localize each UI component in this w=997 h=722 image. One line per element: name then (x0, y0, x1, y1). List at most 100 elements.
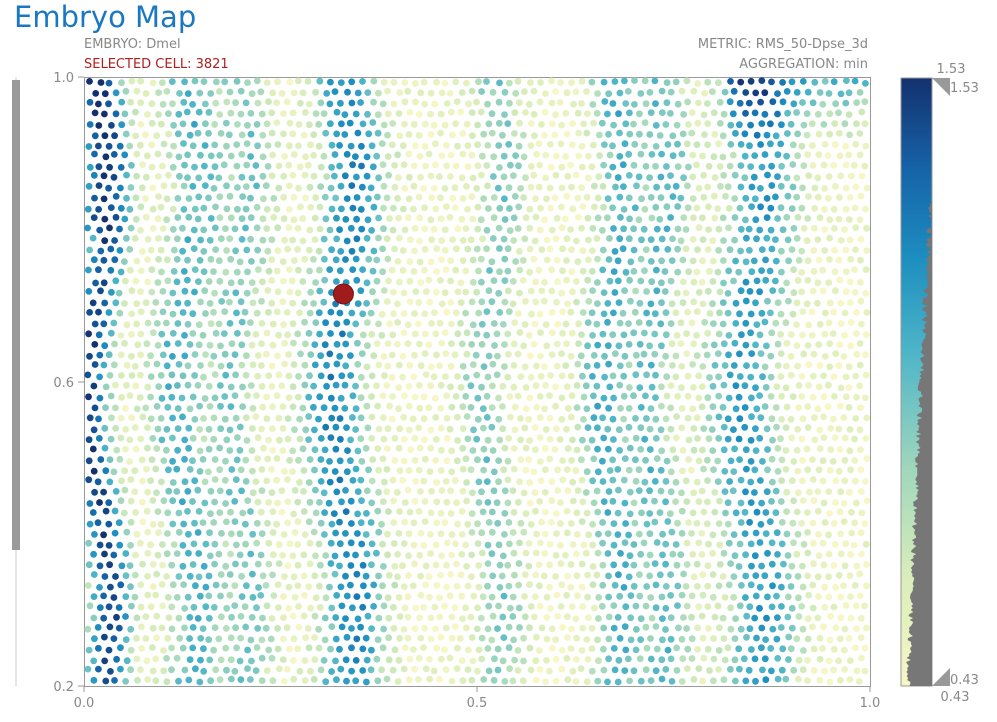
data-point[interactable] (306, 372, 313, 380)
data-point[interactable] (522, 405, 530, 413)
data-point[interactable] (409, 646, 417, 653)
data-point[interactable] (252, 413, 260, 421)
data-point[interactable] (400, 413, 408, 421)
data-point[interactable] (589, 581, 597, 588)
data-point[interactable] (810, 497, 818, 504)
data-point[interactable] (604, 509, 612, 516)
data-point[interactable] (572, 467, 580, 475)
data-point[interactable] (453, 309, 460, 317)
data-point[interactable] (667, 488, 675, 496)
data-point[interactable] (737, 287, 745, 295)
data-point[interactable] (295, 142, 302, 150)
data-point[interactable] (625, 573, 633, 581)
data-point[interactable] (798, 204, 806, 212)
data-point[interactable] (746, 518, 753, 526)
data-point[interactable] (464, 582, 472, 590)
data-point[interactable] (311, 572, 319, 580)
data-point[interactable] (426, 656, 433, 663)
data-point[interactable] (122, 572, 130, 580)
data-point[interactable] (784, 236, 792, 244)
data-point[interactable] (683, 77, 691, 85)
data-point[interactable] (155, 256, 163, 263)
data-point[interactable] (436, 613, 444, 621)
data-point[interactable] (601, 141, 608, 149)
data-point[interactable] (295, 456, 302, 464)
data-point[interactable] (404, 613, 412, 621)
data-point[interactable] (301, 381, 309, 389)
data-point[interactable] (259, 257, 267, 265)
data-point[interactable] (643, 371, 650, 379)
data-point[interactable] (401, 604, 409, 612)
data-point[interactable] (365, 466, 372, 474)
data-point[interactable] (154, 173, 162, 180)
data-point[interactable] (181, 332, 188, 339)
data-point[interactable] (716, 309, 723, 317)
data-point[interactable] (552, 235, 560, 243)
data-point[interactable] (91, 531, 98, 538)
data-point[interactable] (426, 530, 434, 538)
data-point[interactable] (433, 498, 441, 506)
data-point[interactable] (484, 499, 492, 506)
data-point[interactable] (264, 519, 271, 527)
data-point[interactable] (703, 520, 711, 528)
data-point[interactable] (222, 225, 229, 233)
data-point[interactable] (672, 455, 680, 462)
data-point[interactable] (390, 100, 398, 108)
data-point[interactable] (819, 645, 826, 652)
data-point[interactable] (620, 392, 628, 400)
data-point[interactable] (253, 77, 261, 85)
data-point[interactable] (453, 98, 461, 105)
data-point[interactable] (738, 331, 745, 339)
data-point[interactable] (543, 236, 551, 244)
data-point[interactable] (578, 142, 586, 150)
data-point[interactable] (488, 593, 496, 601)
data-point[interactable] (132, 277, 140, 285)
data-point[interactable] (715, 520, 723, 527)
data-point[interactable] (762, 256, 769, 264)
data-point[interactable] (380, 602, 388, 610)
data-point[interactable] (658, 150, 665, 158)
data-point[interactable] (519, 257, 527, 264)
data-point[interactable] (709, 593, 717, 601)
data-point[interactable] (621, 140, 629, 148)
data-point[interactable] (254, 246, 261, 254)
data-point[interactable] (814, 193, 822, 201)
data-point[interactable] (305, 518, 313, 526)
data-point[interactable] (494, 666, 502, 674)
data-point[interactable] (774, 551, 781, 558)
data-point[interactable] (793, 89, 801, 96)
data-point[interactable] (228, 675, 235, 683)
data-point[interactable] (100, 614, 108, 622)
data-point[interactable] (316, 604, 324, 611)
data-point[interactable] (139, 477, 146, 485)
data-point[interactable] (120, 509, 128, 517)
data-point[interactable] (563, 591, 571, 599)
data-point[interactable] (174, 382, 181, 389)
data-point[interactable] (469, 256, 477, 264)
data-point[interactable] (305, 644, 313, 652)
data-point[interactable] (173, 550, 181, 557)
data-point[interactable] (683, 350, 691, 358)
data-point[interactable] (454, 520, 461, 528)
data-point[interactable] (532, 195, 539, 203)
data-point[interactable] (672, 541, 680, 548)
data-point[interactable] (794, 489, 802, 497)
data-point[interactable] (588, 645, 596, 652)
data-point[interactable] (430, 225, 438, 233)
data-point[interactable] (590, 414, 598, 422)
data-point[interactable] (127, 666, 134, 674)
data-point[interactable] (223, 604, 231, 612)
data-point[interactable] (526, 479, 533, 486)
data-point[interactable] (285, 583, 293, 591)
data-point[interactable] (777, 331, 784, 338)
data-point[interactable] (289, 612, 297, 620)
data-point[interactable] (515, 142, 523, 150)
data-point[interactable] (159, 288, 167, 295)
data-point[interactable] (212, 581, 220, 589)
data-point[interactable] (232, 99, 240, 107)
data-point[interactable] (357, 414, 365, 422)
data-point[interactable] (857, 235, 865, 243)
data-point[interactable] (677, 237, 685, 245)
data-point[interactable] (693, 332, 700, 339)
data-point[interactable] (454, 330, 462, 338)
